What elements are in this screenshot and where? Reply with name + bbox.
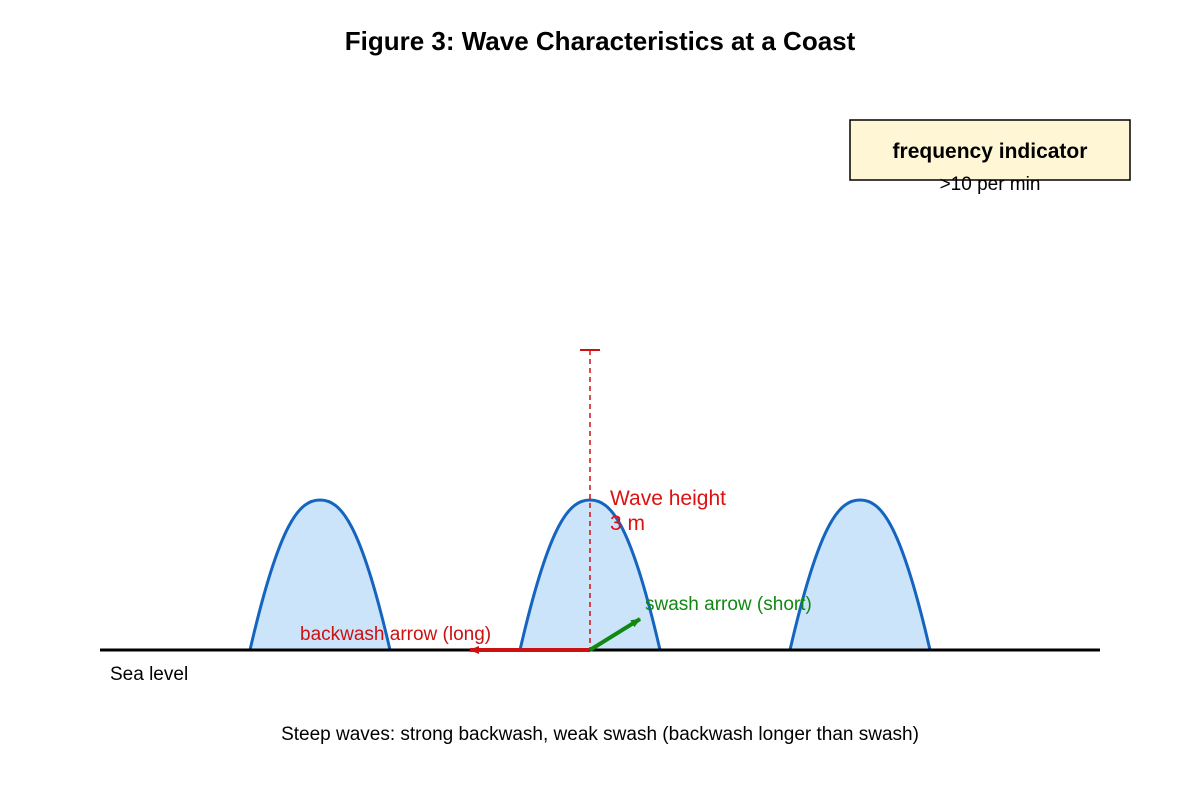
- figure-title: Figure 3: Wave Characteristics at a Coas…: [345, 26, 856, 56]
- backwash-label: backwash arrow (long): [300, 624, 491, 645]
- wave-height-label: Wave height: [610, 487, 726, 510]
- swash-label: swash arrow (short): [645, 594, 812, 615]
- backwash-arrow: backwash arrow (long): [300, 624, 590, 654]
- sea-level-label: Sea level: [110, 664, 188, 685]
- frequency-box: [849, 119, 1131, 181]
- frequency-value: >10 per min: [940, 174, 1041, 195]
- wave-height-marker: Wave height 3 m: [580, 349, 726, 650]
- wave-1: [248, 498, 392, 652]
- wave-height-value: 3 m: [610, 512, 645, 535]
- waves: [248, 498, 932, 652]
- swash-arrow-line: [588, 617, 642, 652]
- figure-caption: Steep waves: strong backwash, weak swash…: [281, 724, 919, 745]
- swash-arrow: swash arrow (short): [588, 594, 812, 652]
- frequency-title: frequency indicator: [893, 140, 1088, 163]
- frequency-indicator: frequency indicator >10 per min: [849, 119, 1131, 195]
- wave-3: [788, 498, 932, 652]
